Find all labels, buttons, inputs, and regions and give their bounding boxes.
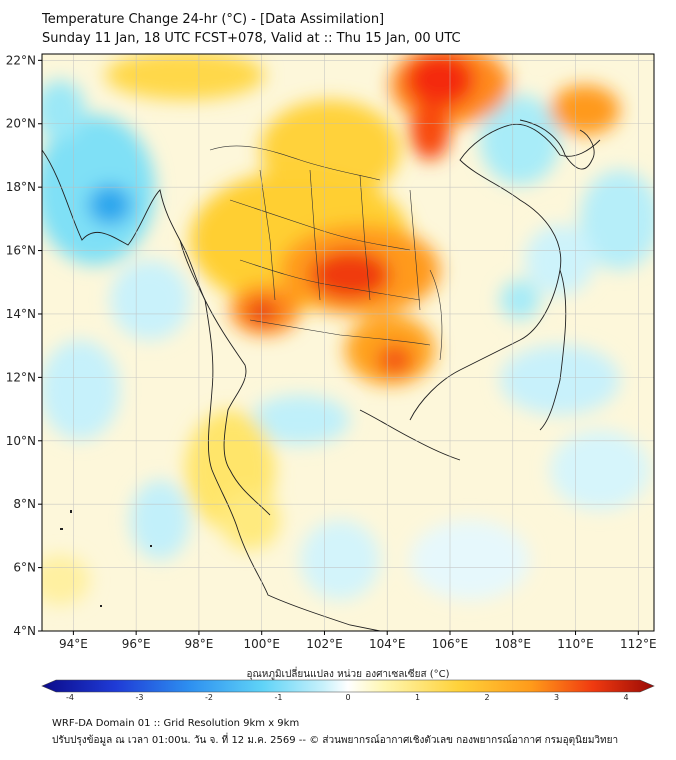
- lon-tick-label: 100°E: [243, 637, 280, 651]
- colorbar-ticks: -4 -3 -2 -1 0 1 2 3 4: [66, 693, 629, 702]
- lat-tick-label: 4°N: [13, 624, 36, 638]
- lat-tick-label: 14°N: [6, 307, 36, 321]
- colorbar-tick-label: 4: [623, 693, 628, 702]
- colorbar-tick-label: 3: [554, 693, 559, 702]
- lon-ticks: 94°E 96°E 98°E 100°E 102°E 104°E 106°E 108°E 110…: [59, 631, 657, 651]
- lon-tick-label: 102°E: [306, 637, 343, 651]
- footer-model-info: WRF-DA Domain 01 :: Grid Resolution 9km …: [52, 718, 300, 729]
- province-borders: [209, 145, 443, 361]
- lon-tick-label: 110°E: [557, 637, 594, 651]
- lat-tick-label: 10°N: [6, 434, 36, 448]
- map-subtitle: Sunday 11 Jan, 18 UTC FCST+078, Valid at…: [42, 31, 461, 46]
- colorbar: [41, 679, 655, 693]
- colorbar-tick-label: -1: [275, 693, 283, 702]
- lon-tick-label: 96°E: [122, 637, 151, 651]
- lat-ticks: 22°N 20°N 18°N 16°N 14°N 12°N 10°N 8°N 6°N 4°N: [6, 53, 42, 638]
- colorbar-tick-label: -4: [66, 693, 74, 702]
- lon-tick-label: 106°E: [432, 637, 469, 651]
- colorbar-tick-label: 2: [484, 693, 489, 702]
- lat-tick-label: 16°N: [6, 244, 36, 258]
- lat-tick-label: 8°N: [13, 497, 36, 511]
- colorbar-tick-label: 0: [345, 693, 350, 702]
- colorbar-tick-label: -2: [205, 693, 213, 702]
- lat-tick-label: 18°N: [6, 180, 36, 194]
- lat-tick-label: 22°N: [6, 53, 36, 67]
- temperature-field: [42, 54, 654, 631]
- colorbar-tick-label: 1: [415, 693, 420, 702]
- lat-tick-label: 12°N: [6, 370, 36, 384]
- lon-tick-label: 98°E: [184, 637, 213, 651]
- lat-tick-label: 20°N: [6, 117, 36, 131]
- colorbar-tick-label: -3: [136, 693, 144, 702]
- lon-tick-label: 108°E: [495, 637, 532, 651]
- coastlines: [42, 119, 601, 631]
- lon-tick-label: 94°E: [59, 637, 88, 651]
- footer-credit: ปรับปรุงข้อมูล ณ เวลา 01:00น. วัน จ. ที่…: [52, 735, 619, 746]
- map-frame: [41, 53, 655, 632]
- lat-tick-label: 6°N: [13, 561, 36, 575]
- lon-tick-label: 104°E: [369, 637, 406, 651]
- colorbar-label: อุณหภูมิเปลี่ยนแปลง หน่วย องศาเซลเซียส (…: [246, 666, 449, 680]
- map-title: Temperature Change 24-hr (°C) - [Data As…: [42, 12, 385, 27]
- islands: [60, 510, 152, 607]
- lon-tick-label: 112°E: [620, 637, 657, 651]
